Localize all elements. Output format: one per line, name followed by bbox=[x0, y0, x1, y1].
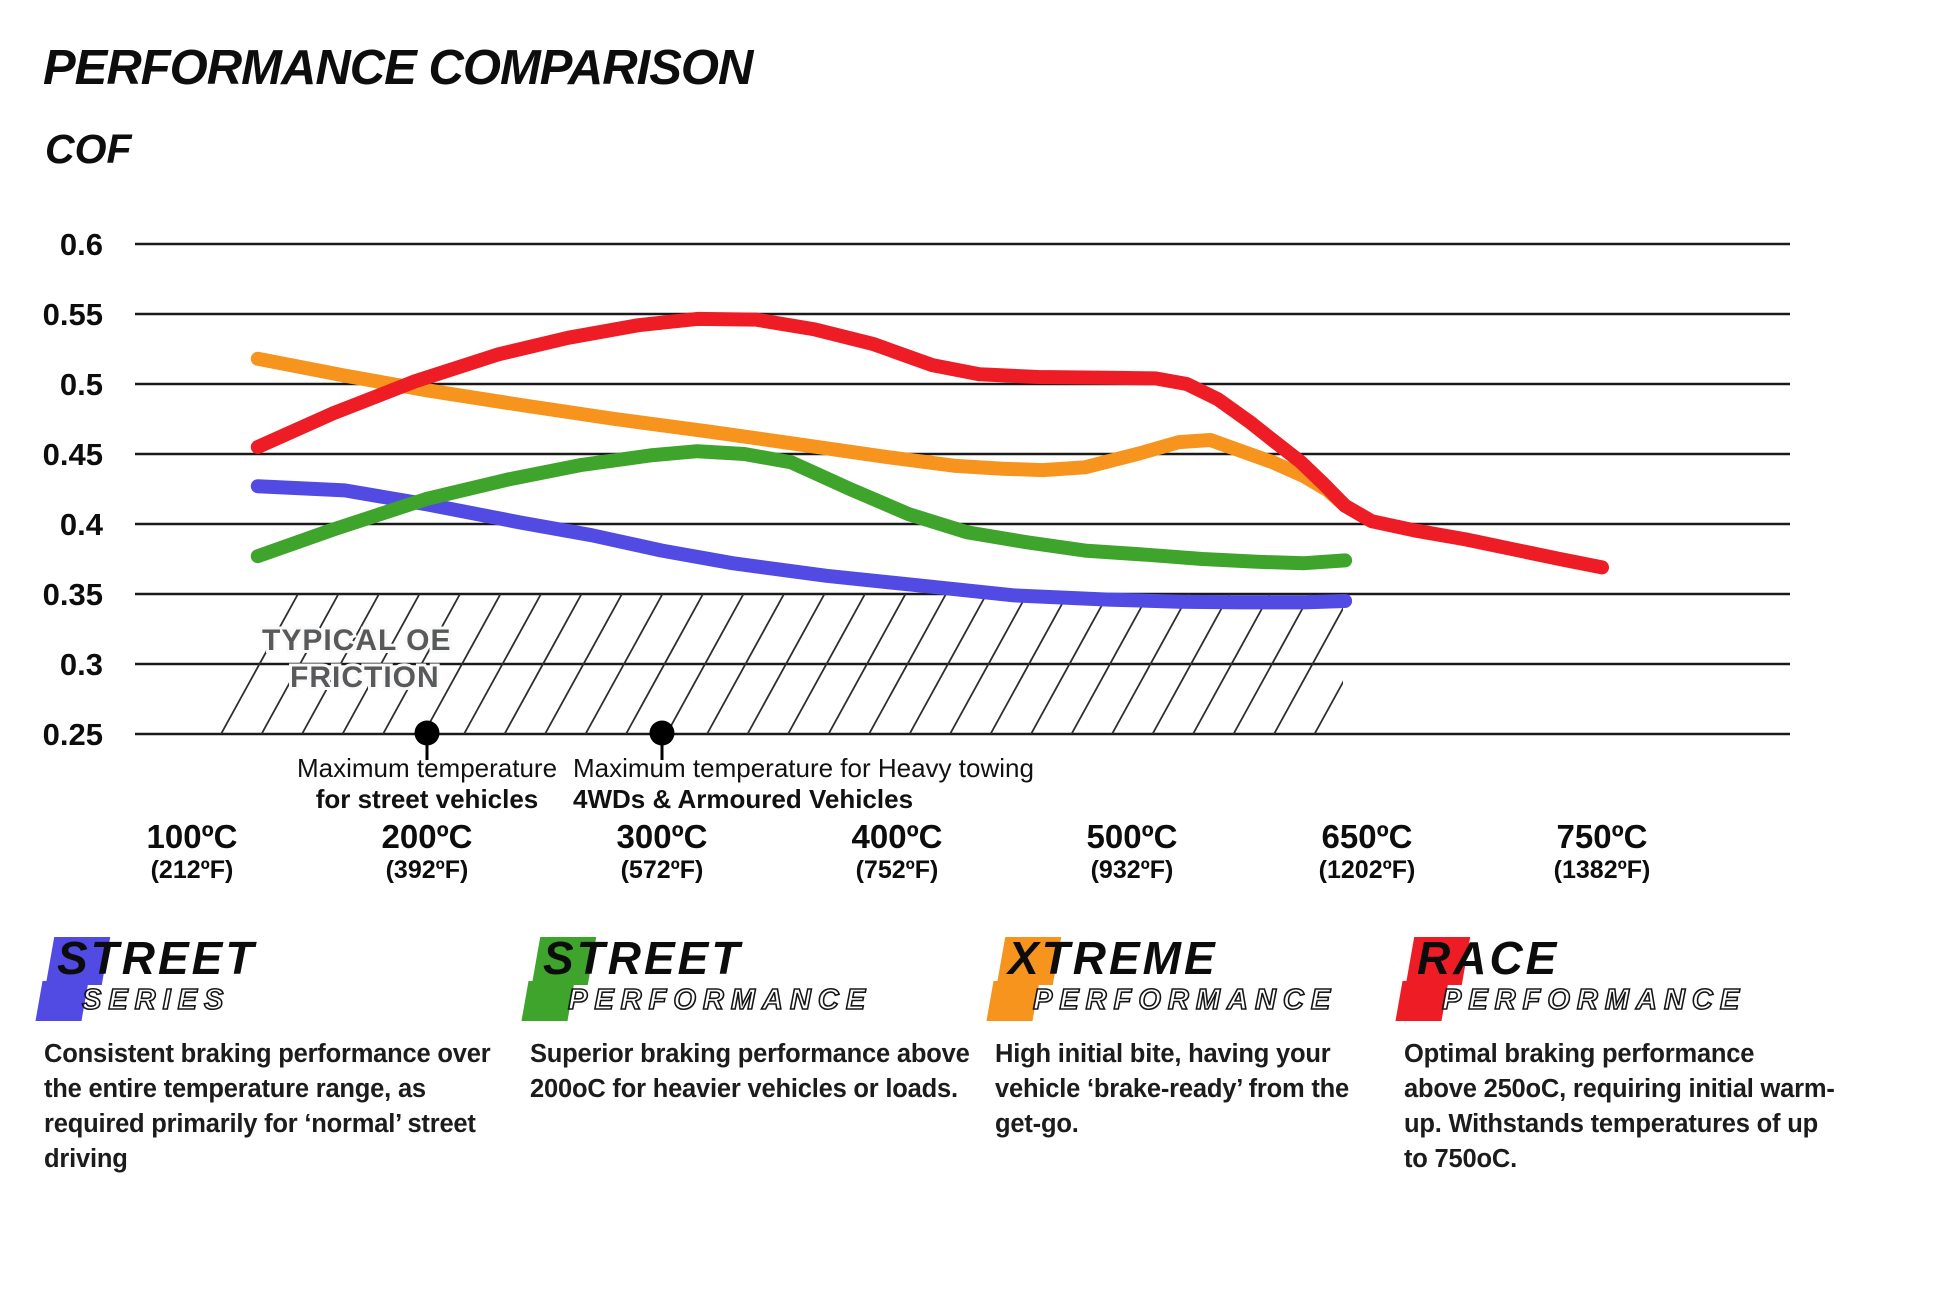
x-tick-label-fahrenheit: (1202ºF) bbox=[1319, 856, 1416, 884]
hatch-line bbox=[746, 594, 826, 734]
brand-tile-icon bbox=[986, 981, 1040, 1021]
legend-race-performance: RACE PERFORMANCE Optimal braking perform… bbox=[1395, 932, 1872, 1173]
legend-description: Superior braking performance above 200oC… bbox=[530, 1040, 970, 1103]
x-tick-label-celsius: 400ºC bbox=[852, 818, 943, 855]
x-tick-label-celsius: 750ºC bbox=[1557, 818, 1648, 855]
cof-line-chart: 0.6 0.55 0.5 0.45 0.4 0.35 0.3 0.25 TYPICAL OE FR… bbox=[43, 227, 1790, 884]
annotation-text: for street vehicles bbox=[316, 784, 539, 814]
y-tick-label: 0.25 bbox=[43, 717, 103, 752]
annotation-dot bbox=[414, 720, 440, 746]
y-axis-title: COF bbox=[45, 126, 132, 172]
hatch-line bbox=[868, 594, 947, 734]
hatch-line bbox=[341, 594, 421, 734]
series-race-performance bbox=[250, 311, 1609, 575]
legend-street-performance: STREET PERFORMANCE Superior braking perf… bbox=[521, 932, 988, 1103]
hatch-line bbox=[1070, 594, 1150, 734]
brand-word-primary: STREET bbox=[543, 932, 743, 984]
legend-description: High initial bite, having your vehicle ‘… bbox=[995, 1040, 1349, 1138]
x-tick-label-fahrenheit: (752ºF) bbox=[856, 856, 939, 884]
page-title: PERFORMANCE COMPARISON bbox=[43, 41, 753, 95]
brand-word-primary: RACE bbox=[1417, 932, 1560, 984]
x-tick-label-celsius: 500ºC bbox=[1087, 818, 1178, 855]
x-tick-label-fahrenheit: (392ºF) bbox=[386, 856, 469, 884]
hatch-line bbox=[382, 594, 461, 734]
street-series-logo: STREET SERIES bbox=[35, 932, 522, 1027]
brand-word-secondary: PERFORMANCE bbox=[567, 983, 873, 1017]
y-tick-label: 0.55 bbox=[43, 297, 103, 332]
hatch-line bbox=[908, 594, 988, 734]
x-tick-label-fahrenheit: (212ºF) bbox=[151, 856, 234, 884]
hatch-line bbox=[1232, 594, 1312, 734]
x-tick-label-celsius: 100ºC bbox=[147, 818, 238, 855]
oe-band-label: TYPICAL OE bbox=[262, 624, 451, 657]
annotation-text: 4WDs & Armoured Vehicles bbox=[573, 784, 913, 814]
hatch-line bbox=[1030, 594, 1109, 734]
x-tick-label-fahrenheit: (1382ºF) bbox=[1554, 856, 1651, 884]
hatch-line bbox=[422, 594, 502, 734]
hatch-line bbox=[665, 594, 745, 734]
race-performance-logo: RACE PERFORMANCE bbox=[1395, 932, 1872, 1027]
y-tick-label: 0.45 bbox=[43, 437, 103, 472]
brand-tile-icon bbox=[521, 981, 575, 1021]
hatch-line bbox=[544, 594, 623, 734]
hatch-line bbox=[949, 594, 1028, 734]
annotation-text: Maximum temperature for Heavy towing bbox=[573, 753, 1034, 783]
x-tick-label-fahrenheit: (572ºF) bbox=[621, 856, 704, 884]
y-tick-label: 0.35 bbox=[43, 577, 103, 612]
brand-word-primary: XTREME bbox=[1008, 932, 1218, 984]
y-tick-label: 0.3 bbox=[60, 647, 103, 682]
hatch-line bbox=[625, 594, 704, 734]
hatch-line bbox=[827, 594, 907, 734]
brand-tile-icon bbox=[35, 981, 89, 1021]
oe-band-label: FRICTION bbox=[290, 661, 440, 694]
x-tick-label-fahrenheit: (932ºF) bbox=[1091, 856, 1174, 884]
hatch-line bbox=[260, 594, 340, 734]
hatch-line bbox=[989, 594, 1069, 734]
hatch-line bbox=[1273, 594, 1343, 734]
series-xtreme-performance bbox=[250, 351, 1353, 513]
annotation-text: Maximum temperature bbox=[297, 753, 557, 783]
y-tick-label: 0.4 bbox=[60, 507, 104, 542]
annotation-dot bbox=[649, 720, 675, 746]
oe-friction-band bbox=[218, 594, 1343, 734]
x-tick-label-celsius: 300ºC bbox=[617, 818, 708, 855]
xtreme-performance-logo: XTREME PERFORMANCE bbox=[986, 932, 1403, 1027]
y-tick-label: 0.6 bbox=[60, 227, 103, 262]
hatch-line bbox=[706, 594, 785, 734]
hatch-line bbox=[220, 594, 299, 734]
legend-row: STREET SERIES Consistent braking perform… bbox=[0, 932, 1946, 1305]
hatch-line bbox=[584, 594, 664, 734]
hatch-line bbox=[1313, 594, 1343, 734]
brand-word-secondary: PERFORMANCE bbox=[1441, 983, 1747, 1017]
x-tick-label-celsius: 650ºC bbox=[1322, 818, 1413, 855]
hatch-line bbox=[503, 594, 583, 734]
brand-word-secondary: SERIES bbox=[81, 983, 231, 1017]
hatch-line bbox=[463, 594, 542, 734]
brand-tile-icon bbox=[1395, 981, 1449, 1021]
x-tick-label-celsius: 200ºC bbox=[382, 818, 473, 855]
legend-street-series: STREET SERIES Consistent braking perform… bbox=[35, 932, 522, 1173]
hatch-line bbox=[787, 594, 866, 734]
hatch-line bbox=[1151, 594, 1231, 734]
hatch-line bbox=[1111, 594, 1190, 734]
legend-description: Optimal braking performance above 250oC,… bbox=[1404, 1040, 1835, 1173]
y-tick-label: 0.5 bbox=[60, 367, 103, 402]
hatch-line bbox=[301, 594, 380, 734]
brand-word-primary: STREET bbox=[57, 932, 257, 984]
legend-description: Consistent braking performance over the … bbox=[44, 1040, 491, 1173]
hatch-line bbox=[1192, 594, 1271, 734]
brand-word-secondary: PERFORMANCE bbox=[1032, 983, 1338, 1017]
series-street-performance bbox=[250, 444, 1353, 571]
legend-xtreme-performance: XTREME PERFORMANCE High initial bite, ha… bbox=[986, 932, 1403, 1138]
street-performance-logo: STREET PERFORMANCE bbox=[521, 932, 988, 1027]
series-street-series bbox=[250, 479, 1353, 610]
